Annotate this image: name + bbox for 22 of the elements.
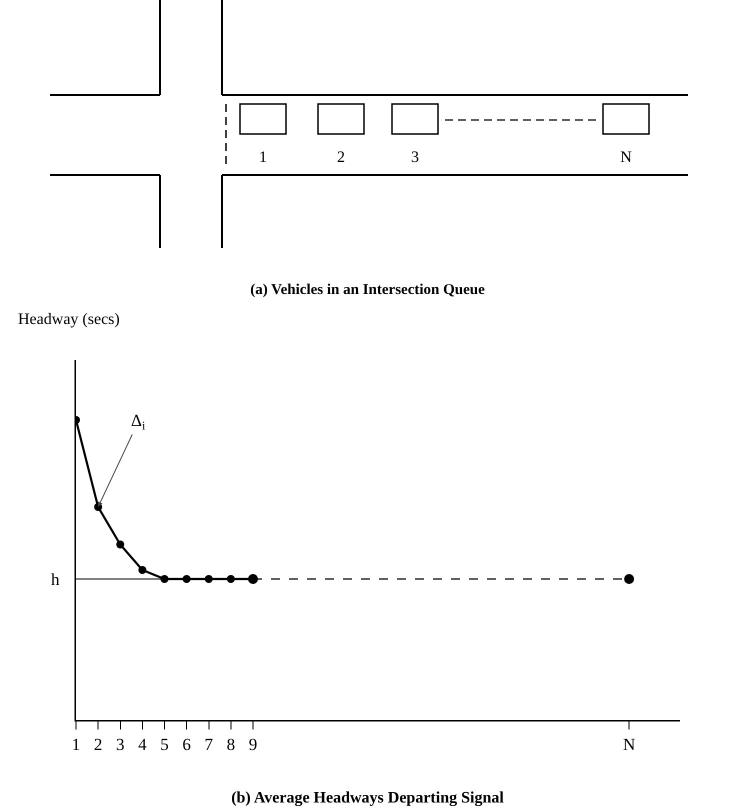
x-tick-label: 8: [226, 734, 236, 754]
annotation: Δ$_{i}$: [131, 411, 146, 433]
text: (a) Vehicles in an Intersection Queue: [249, 282, 486, 299]
text: 1: [259, 149, 267, 166]
x-tick-label: 6: [182, 734, 191, 754]
point: [116, 540, 124, 548]
text: 3: [411, 149, 419, 166]
y-axis-title: Headway (secs): [18, 311, 120, 328]
x-tick-label: 3: [116, 734, 124, 754]
x-tick-label: 4: [138, 734, 148, 754]
ref-line-label: h: [51, 570, 60, 589]
x-tick-label: 5: [160, 734, 169, 754]
text: N: [620, 149, 632, 166]
text: (b) Average Headways Departing Signal: [231, 789, 504, 806]
point: [624, 574, 634, 584]
x-tick-label: 1: [72, 734, 80, 754]
x-tick-label: N: [622, 734, 636, 754]
x-tick-label: 9: [248, 734, 258, 754]
x-tick-label: 7: [204, 734, 214, 754]
point: [138, 566, 146, 574]
text: 2: [337, 149, 345, 166]
x-tick-label: 2: [94, 734, 102, 754]
